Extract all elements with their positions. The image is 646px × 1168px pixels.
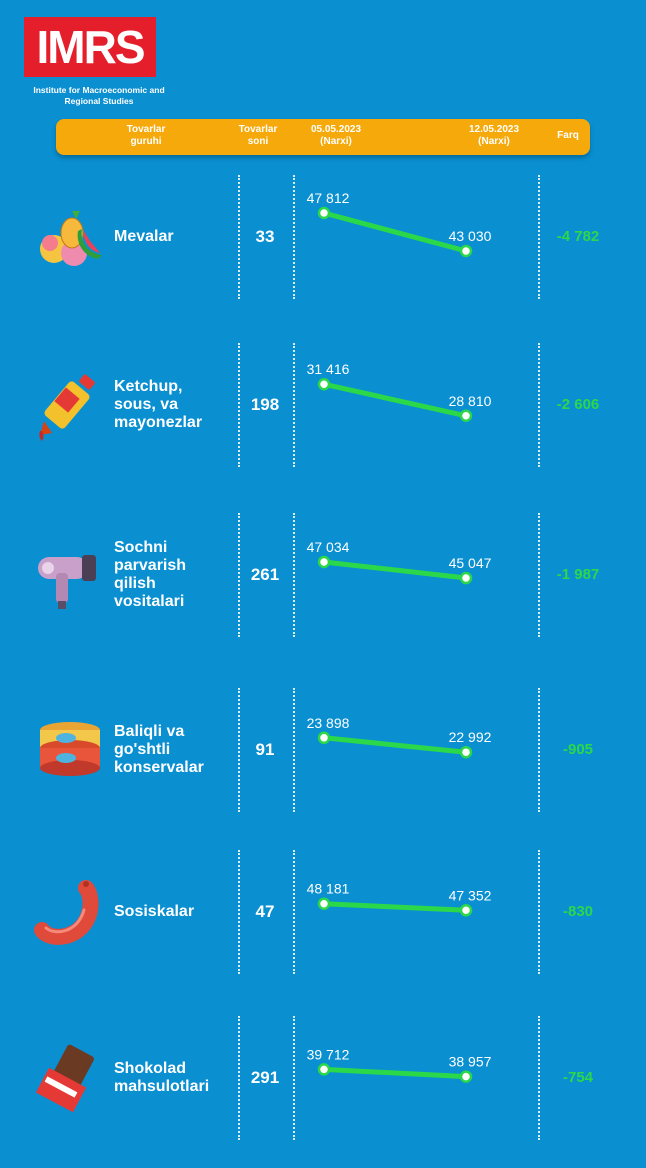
product-count: 91 <box>255 740 275 759</box>
product-count: 261 <box>250 565 280 584</box>
data-point-start <box>317 897 331 910</box>
chocolate-icon <box>32 1042 104 1114</box>
series-line <box>321 559 469 581</box>
header-date2: 12.05.2023 (Narxi) <box>468 124 520 147</box>
column-divider <box>293 850 295 974</box>
group-name: Mevalar <box>114 228 174 245</box>
data-label-end: 22 992 <box>449 729 492 745</box>
product-count: 47 <box>255 902 275 921</box>
data-label-start: 23 898 <box>307 715 350 731</box>
series-line <box>321 1066 469 1080</box>
data-point-start <box>317 206 331 220</box>
data-point-start <box>317 377 331 391</box>
data-label-start: 39 712 <box>307 1046 350 1062</box>
data-point-end <box>459 745 473 759</box>
column-divider <box>538 343 540 467</box>
price-diff: -2 606 <box>556 396 600 413</box>
data-point-start <box>317 555 331 569</box>
column-divider <box>293 688 295 812</box>
data-point-end <box>459 904 473 917</box>
sausage-icon <box>32 876 104 948</box>
series-line <box>321 381 469 419</box>
data-point-end <box>459 571 473 585</box>
column-divider <box>293 175 295 299</box>
column-divider <box>238 175 240 299</box>
series-line <box>321 901 469 913</box>
group-name: Baliqli va go'shtli konservalar <box>114 723 204 776</box>
data-label-start: 31 416 <box>307 361 350 377</box>
column-divider <box>238 513 240 637</box>
column-divider <box>238 343 240 467</box>
column-divider <box>538 850 540 974</box>
price-diff: -754 <box>562 1069 594 1086</box>
data-point-start <box>317 1063 331 1076</box>
fruit-icon <box>32 201 104 273</box>
header-date1: 05.05.2023 (Narxi) <box>310 124 362 147</box>
imrs-logo: IMRS <box>24 17 156 77</box>
header-count: Tovarlar soni <box>238 124 278 147</box>
product-count: 198 <box>250 395 280 414</box>
product-count: 291 <box>250 1068 280 1087</box>
data-point-end <box>459 409 473 423</box>
column-divider <box>238 688 240 812</box>
canned-food-icon <box>32 714 104 786</box>
table-header-bar: Tovarlar guruhi Tovarlar soni 05.05.2023… <box>56 119 590 155</box>
column-divider <box>538 1016 540 1140</box>
data-label-start: 47 034 <box>307 539 350 555</box>
group-name: Sochni parvarish qilish vositalari <box>114 539 187 610</box>
column-divider <box>293 343 295 467</box>
column-divider <box>238 850 240 974</box>
logo-subtitle: Institute for Macroeconomic and Regional… <box>33 85 165 106</box>
ketchup-icon <box>32 369 104 441</box>
price-diff: -905 <box>562 741 594 758</box>
column-divider <box>238 1016 240 1140</box>
header-diff: Farq <box>557 130 579 141</box>
column-divider <box>538 688 540 812</box>
column-divider <box>293 1016 295 1140</box>
product-count: 33 <box>255 227 275 246</box>
data-label-end: 38 957 <box>449 1054 492 1070</box>
series-line <box>321 210 469 254</box>
header-group: Tovarlar guruhi <box>126 124 166 147</box>
data-label-end: 43 030 <box>449 228 492 244</box>
series-line <box>321 735 469 755</box>
price-diff: -4 782 <box>556 228 600 245</box>
data-label-end: 47 352 <box>449 887 492 903</box>
group-name: Sosiskalar <box>114 903 195 920</box>
data-point-end <box>459 244 473 258</box>
data-label-start: 48 181 <box>307 881 350 897</box>
hair-dryer-icon <box>32 539 104 611</box>
price-diff: -1 987 <box>556 566 600 583</box>
column-divider <box>538 175 540 299</box>
price-diff: -830 <box>562 903 594 920</box>
data-label-end: 45 047 <box>449 555 492 571</box>
data-point-start <box>317 731 331 745</box>
column-divider <box>293 513 295 637</box>
group-name: Shokolad mahsulotlari <box>114 1060 210 1095</box>
data-label-start: 47 812 <box>307 190 350 206</box>
column-divider <box>538 513 540 637</box>
data-point-end <box>459 1070 473 1083</box>
data-label-end: 28 810 <box>449 393 492 409</box>
group-name: Ketchup, sous, va mayonezlar <box>114 378 203 431</box>
